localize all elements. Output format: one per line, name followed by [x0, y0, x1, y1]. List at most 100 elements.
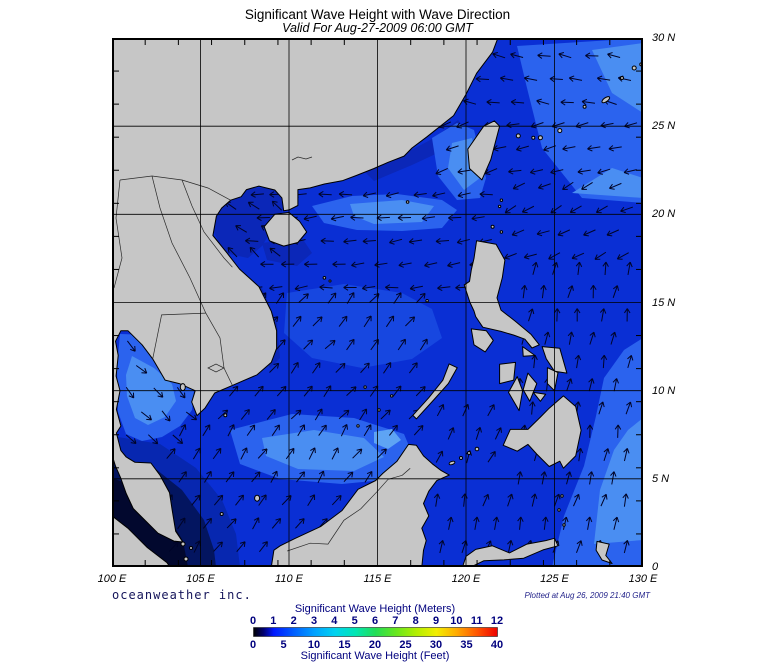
lon-tick-label: 125 E [540, 573, 569, 585]
wave-patch-nw-borneo-core [262, 430, 384, 471]
lat-tick-label: 20 N [652, 208, 676, 221]
border-sabah-sarawak [388, 468, 411, 480]
chart-title: Significant Wave Height with Wave Direct… [244, 7, 511, 22]
legend-meters-tick: 7 [392, 615, 399, 627]
legend-feet-tick: 35 [460, 639, 473, 651]
map-frame [112, 38, 643, 567]
land-mindoro [470, 328, 494, 353]
land-masses [112, 38, 613, 567]
graticule-gridlines [112, 38, 643, 567]
island-anambas [219, 512, 224, 516]
legend-feet-tick: 30 [429, 639, 443, 651]
legend-meters-tick: 9 [432, 615, 440, 627]
legend-meters-tick: 1 [270, 615, 277, 627]
land-mindanao [502, 395, 582, 469]
island-pratas [405, 200, 410, 204]
lon-tick-label: 130 E [628, 573, 658, 585]
legend-feet-tick: 10 [307, 639, 321, 651]
wave-patch-ne-pacific-wedge [572, 168, 643, 198]
island-okinawa [601, 96, 611, 104]
land-bohol [532, 391, 547, 402]
border-thailand-laos [151, 175, 207, 314]
island-riau [180, 541, 186, 547]
oceanweather-logo-text: oceanweather inc. [112, 588, 252, 602]
land-borneo [270, 443, 450, 567]
island-ryukyu [620, 76, 624, 80]
legend-colorbar [253, 627, 498, 637]
wave-patch-central-scs-mild [284, 284, 442, 368]
legend-meters-tick: 5 [351, 615, 358, 627]
land-hainan [263, 212, 308, 247]
island-spratly [356, 424, 360, 428]
lat-tick-label: 5 N [652, 472, 670, 485]
island-ryukyu [582, 104, 587, 109]
island-riau [189, 546, 193, 550]
border-myanmar-thailand [113, 179, 123, 289]
island-paracel [322, 276, 327, 280]
island-batanes [499, 198, 504, 202]
border-laos-vietnam [181, 179, 233, 268]
island-spratly [363, 385, 367, 389]
land-panay [499, 361, 516, 385]
wave-patch-south-of-hainan [262, 238, 312, 266]
wave-patch-east-philippines-core [594, 418, 643, 544]
border-thailand-cambodia [152, 312, 206, 359]
axis-tick-marks [114, 40, 641, 565]
island-paracel [328, 279, 332, 283]
legend-feet-tick: 40 [490, 639, 504, 651]
wave-patch-ne-pacific-core [592, 43, 643, 113]
legend-feet-tick: 5 [280, 639, 287, 651]
lon-tick-label: 115 E [363, 573, 392, 585]
plotted-timestamp: Plotted at Aug 26, 2009 21:40 GMT [524, 591, 650, 600]
land-taiwan [467, 120, 501, 181]
island-ryukyu [515, 133, 521, 139]
land-masbate [522, 346, 536, 357]
island-sulu [467, 451, 471, 455]
lon-tick-label: 105 E [186, 573, 215, 585]
island-natuna [254, 494, 261, 502]
land-sumatra [112, 515, 171, 567]
chart-subtitle: Valid For Aug-27-2009 06:00 GMT [282, 21, 473, 35]
legend-meters-tick: 6 [371, 615, 379, 627]
island-babuyan [499, 230, 504, 234]
island-lingga [183, 556, 189, 562]
legend-gradient-bar [253, 627, 498, 637]
land-negros [508, 376, 524, 412]
island-ryukyu [531, 135, 536, 140]
island-sangihe [562, 523, 566, 527]
wave-patch-north-scs-core [350, 200, 434, 224]
wave-patch-sabah-spot [374, 429, 401, 449]
river-south-china [291, 156, 313, 161]
lat-tick-label: 0 [652, 561, 659, 573]
island-sangihe [557, 508, 561, 512]
lat-tick-label: 10 N [652, 384, 676, 397]
island-batanes [497, 204, 502, 209]
lon-tick-label: 110 E [275, 573, 303, 585]
lat-tick-label: 15 N [652, 296, 676, 309]
island-con-dao [223, 413, 228, 418]
island-babuyan [490, 224, 495, 229]
land-mainland-asia [112, 38, 499, 543]
island-spratly [377, 408, 381, 412]
island-phu-quoc [179, 383, 186, 392]
island-spratly [390, 394, 394, 398]
legend-meters-tick: 4 [331, 615, 338, 627]
border-cambodia-vietnam [205, 312, 233, 386]
legend-feet-label: Significant Wave Height (Feet) [300, 650, 450, 662]
lat-tick-label: 25 N [652, 120, 676, 133]
land-palawan [412, 363, 458, 420]
legend-feet-tick: 20 [368, 639, 382, 651]
island-scarborough [425, 299, 429, 303]
island-ryukyu [557, 128, 563, 134]
lat-tick-label: 30 N [652, 32, 676, 44]
land-luzon [463, 240, 540, 349]
legend-feet-tick: 15 [338, 639, 351, 651]
legend-meters-tick: 12 [490, 615, 504, 627]
legend-meters-tick: 11 [470, 615, 483, 627]
legend-meters-tick: 10 [450, 615, 463, 627]
legend-feet-tick: 25 [399, 639, 412, 651]
legend-meters-tick: 3 [310, 615, 318, 627]
legend-meters-tick: 2 [290, 615, 297, 627]
island-ryukyu [537, 135, 543, 141]
